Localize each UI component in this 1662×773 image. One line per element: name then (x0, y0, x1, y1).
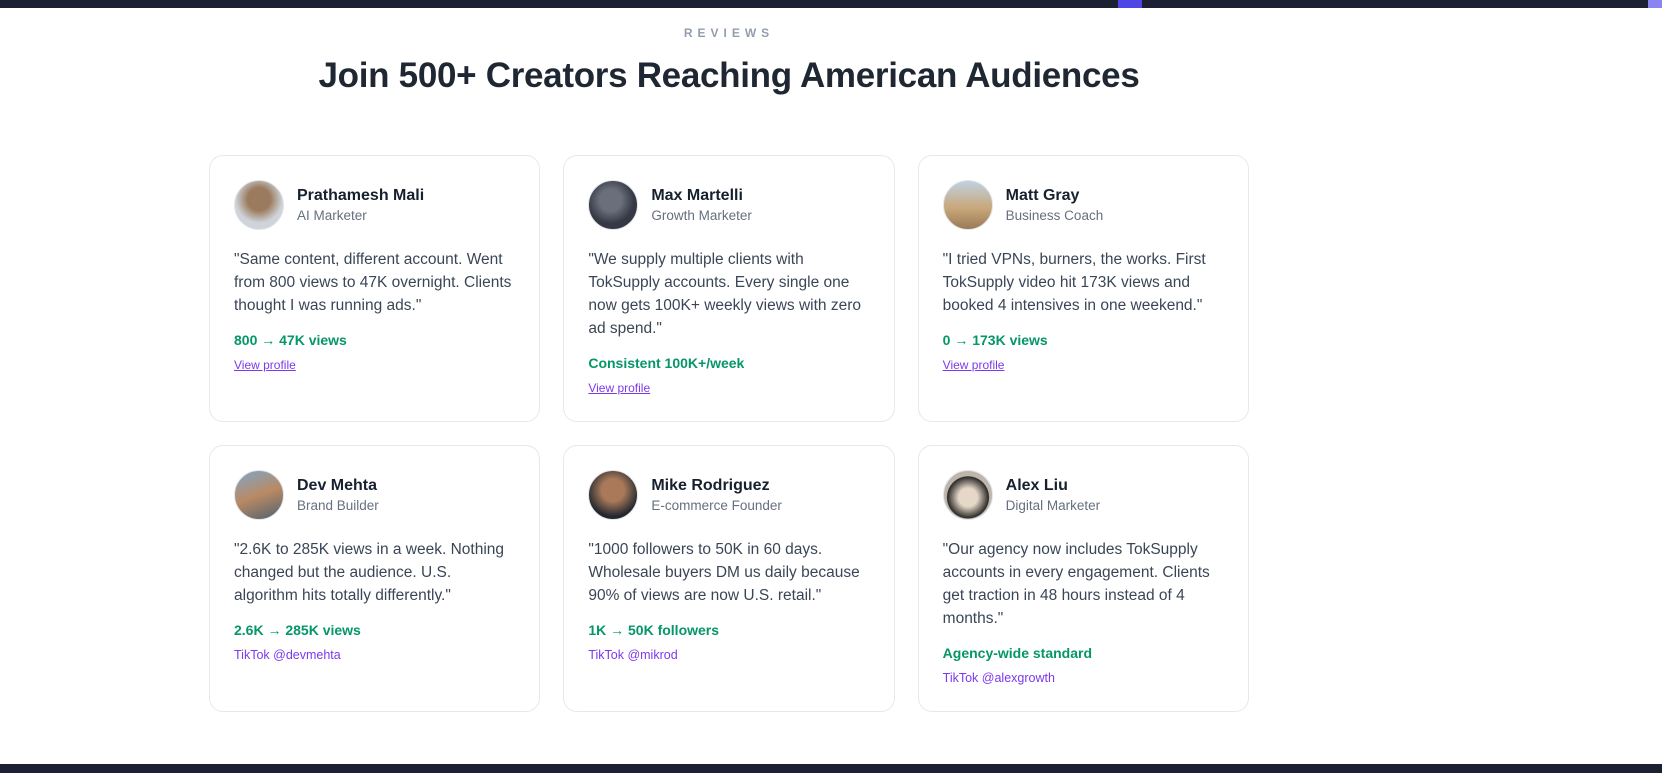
tiktok-handle-link[interactable]: TikTok @alexgrowth (942, 671, 1055, 685)
tiktok-handle-link[interactable]: TikTok @devmehta (234, 648, 341, 662)
view-profile-link[interactable]: View profile (942, 358, 1005, 372)
testimonials-grid: Prathamesh Mali AI Marketer "Same conten… (209, 155, 1249, 712)
bottom-section-strip (0, 764, 1662, 773)
testimonial-quote: "2.6K to 285K views in a week. Nothing c… (234, 541, 505, 604)
author-info: Dev Mehta Brand Builder (297, 477, 379, 513)
testimonial-card: Matt Gray Business Coach "I tried VPNs, … (917, 155, 1249, 422)
author-name: Matt Gray (1005, 187, 1080, 204)
avatar (588, 180, 639, 230)
metric-highlight: 800 → 47K views (234, 332, 347, 348)
top-section-strip (0, 0, 1662, 8)
testimonial-card: Mike Rodriguez E-commerce Founder "1000 … (563, 445, 895, 712)
card-header: Mike Rodriguez E-commerce Founder (588, 470, 869, 520)
metric-highlight: 1K → 50K followers (588, 622, 720, 638)
author-info: Matt Gray Business Coach (1006, 187, 1104, 223)
testimonial-quote: "I tried VPNs, burners, the works. First… (942, 251, 1206, 314)
testimonial-quote: "Our agency now includes TokSupply accou… (942, 541, 1210, 627)
view-profile-link[interactable]: View profile (588, 381, 651, 395)
author-name: Max Martelli (651, 187, 743, 204)
author-name: Mike Rodriguez (651, 477, 770, 494)
reviews-section: REVIEWS Join 500+ Creators Reaching Amer… (209, 0, 1249, 712)
testimonial-quote: "Same content, different account. Went f… (234, 251, 512, 314)
author-role: Growth Marketer (651, 208, 752, 223)
avatar (234, 470, 284, 520)
author-name: Dev Mehta (297, 477, 378, 494)
author-info: Alex Liu Digital Marketer (1006, 477, 1101, 513)
avatar (942, 470, 993, 520)
author-name: Alex Liu (1005, 477, 1068, 494)
author-name: Prathamesh Mali (297, 187, 425, 204)
author-role: Business Coach (1005, 208, 1104, 223)
testimonial-card: Alex Liu Digital Marketer "Our agency no… (917, 445, 1249, 712)
tiktok-handle-link[interactable]: TikTok @mikrod (588, 648, 678, 662)
metric-highlight: 2.6K → 285K views (234, 622, 361, 638)
card-header: Matt Gray Business Coach (942, 180, 1224, 230)
section-eyebrow: REVIEWS (683, 26, 775, 40)
avatar (234, 180, 284, 230)
author-info: Mike Rodriguez E-commerce Founder (651, 477, 782, 513)
testimonial-quote: "1000 followers to 50K in 60 days. Whole… (588, 541, 860, 604)
avatar (942, 180, 993, 230)
metric-highlight: Agency-wide standard (942, 645, 1093, 661)
view-profile-link[interactable]: View profile (234, 358, 296, 372)
card-header: Dev Mehta Brand Builder (234, 470, 515, 520)
top-strip-accent-right (1648, 0, 1662, 8)
testimonial-card: Max Martelli Growth Marketer "We supply … (563, 155, 895, 422)
author-role: Digital Marketer (1005, 498, 1101, 513)
testimonial-quote: "We supply multiple clients with TokSupp… (588, 251, 862, 337)
card-header: Max Martelli Growth Marketer (588, 180, 869, 230)
page-title: Join 500+ Creators Reaching American Aud… (318, 56, 1140, 95)
author-role: AI Marketer (297, 208, 367, 223)
author-info: Max Martelli Growth Marketer (651, 187, 752, 223)
top-strip-accent (1118, 0, 1142, 8)
author-info: Prathamesh Mali AI Marketer (297, 187, 424, 223)
testimonial-card: Prathamesh Mali AI Marketer "Same conten… (209, 155, 541, 422)
author-role: E-commerce Founder (651, 498, 782, 513)
card-header: Alex Liu Digital Marketer (942, 470, 1224, 520)
testimonial-card: Dev Mehta Brand Builder "2.6K to 285K vi… (209, 445, 541, 712)
card-header: Prathamesh Mali AI Marketer (234, 180, 515, 230)
author-role: Brand Builder (297, 498, 379, 513)
metric-highlight: 0 → 173K views (942, 332, 1048, 348)
avatar (588, 470, 639, 520)
metric-highlight: Consistent 100K+/week (588, 355, 745, 371)
